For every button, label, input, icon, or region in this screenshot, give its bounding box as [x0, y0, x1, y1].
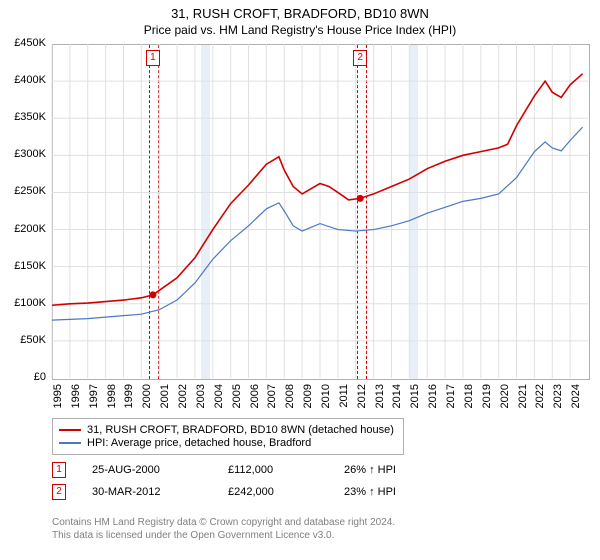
footer: Contains HM Land Registry data © Crown c…: [52, 516, 395, 542]
sale-delta: 26% ↑ HPI: [344, 464, 396, 476]
legend-swatch: [59, 442, 81, 444]
sale-price: £242,000: [228, 486, 318, 498]
legend-row: 31, RUSH CROFT, BRADFORD, BD10 8WN (deta…: [59, 424, 397, 436]
sale-price: £112,000: [228, 464, 318, 476]
legend-label: 31, RUSH CROFT, BRADFORD, BD10 8WN (deta…: [87, 424, 394, 436]
chart-container: 31, RUSH CROFT, BRADFORD, BD10 8WN Price…: [0, 0, 600, 37]
footer-line1: Contains HM Land Registry data © Crown c…: [52, 516, 395, 529]
sale-delta: 23% ↑ HPI: [344, 486, 396, 498]
sale-marker: 1: [146, 50, 160, 66]
legend-row: HPI: Average price, detached house, Brad…: [59, 437, 397, 449]
legend: 31, RUSH CROFT, BRADFORD, BD10 8WN (deta…: [52, 418, 404, 455]
legend-swatch: [59, 429, 81, 431]
sale-date: 30-MAR-2012: [92, 486, 202, 498]
legend-label: HPI: Average price, detached house, Brad…: [87, 437, 311, 449]
footer-line2: This data is licensed under the Open Gov…: [52, 529, 395, 542]
sale-row-marker: 2: [52, 484, 66, 500]
sale-marker: 2: [353, 50, 367, 66]
sale-row: 2 30-MAR-2012 £242,000 23% ↑ HPI: [52, 484, 396, 500]
sale-date: 25-AUG-2000: [92, 464, 202, 476]
sale-row: 1 25-AUG-2000 £112,000 26% ↑ HPI: [52, 462, 396, 478]
sale-row-marker: 1: [52, 462, 66, 478]
